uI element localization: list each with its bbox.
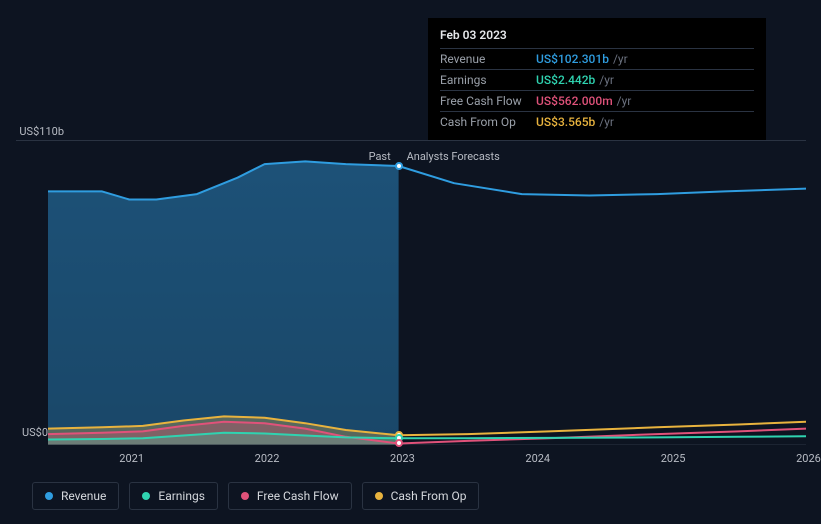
legend-dot xyxy=(241,492,249,500)
x-tick: 2023 xyxy=(390,452,415,465)
tooltip-row-value: US$3.565b xyxy=(536,115,595,129)
x-tick: 2021 xyxy=(119,452,144,465)
legend-label: Earnings xyxy=(158,489,205,503)
tooltip-row-label: Cash From Op xyxy=(440,115,536,129)
tooltip-row-unit: /yr xyxy=(599,73,614,87)
legend-label: Cash From Op xyxy=(391,489,467,503)
x-tick: 2024 xyxy=(525,452,550,465)
tooltip-row-label: Free Cash Flow xyxy=(440,94,536,108)
legend-item[interactable]: Revenue xyxy=(32,482,119,510)
past-label: Past xyxy=(369,150,391,163)
x-tick: 2022 xyxy=(255,452,280,465)
tooltip-row: EarningsUS$2.442b/yr xyxy=(440,69,754,90)
legend-dot xyxy=(375,492,383,500)
tooltip-row-value: US$102.301b xyxy=(536,52,609,66)
tooltip-row-unit: /yr xyxy=(599,115,614,129)
tooltip-row-value: US$2.442b xyxy=(536,73,595,87)
legend-dot xyxy=(142,492,150,500)
tooltip-row-label: Earnings xyxy=(440,73,536,87)
legend-item[interactable]: Earnings xyxy=(129,482,218,510)
x-tick: 2026 xyxy=(796,452,821,465)
financials-forecast-chart: US$110b US$0 202120222023202420252026 Pa… xyxy=(16,0,805,524)
gridline-top xyxy=(16,140,806,141)
x-axis-labels: 2021 2022 2023 2024 2025 2026 xyxy=(64,452,821,468)
y-tick-zero: US$0 xyxy=(16,426,48,439)
tooltip-row-label: Revenue xyxy=(440,52,536,66)
legend-dot xyxy=(45,492,53,500)
forecast-label: Analysts Forecasts xyxy=(407,150,500,163)
legend-item[interactable]: Free Cash Flow xyxy=(228,482,352,510)
tooltip-date: Feb 03 2023 xyxy=(440,28,754,42)
y-tick-max: US$110b xyxy=(16,125,64,138)
chart-tooltip: Feb 03 2023 RevenueUS$102.301b/yrEarning… xyxy=(428,18,766,140)
legend-label: Free Cash Flow xyxy=(257,489,339,503)
chart-legend: Revenue Earnings Free Cash Flow Cash From O… xyxy=(32,482,479,510)
tooltip-row-unit: /yr xyxy=(613,52,628,66)
tooltip-row: Cash From OpUS$3.565b/yr xyxy=(440,111,754,132)
tooltip-row-unit: /yr xyxy=(617,94,632,108)
tooltip-row-value: US$562.000m xyxy=(536,94,613,108)
legend-label: Revenue xyxy=(61,489,106,503)
split-marker xyxy=(395,439,403,447)
legend-item[interactable]: Cash From Op xyxy=(362,482,480,510)
x-tick: 2025 xyxy=(661,452,686,465)
tooltip-row: RevenueUS$102.301b/yr xyxy=(440,48,754,69)
tooltip-row: Free Cash FlowUS$562.000m/yr xyxy=(440,90,754,111)
split-marker xyxy=(395,162,403,170)
plot-area[interactable] xyxy=(48,145,806,445)
